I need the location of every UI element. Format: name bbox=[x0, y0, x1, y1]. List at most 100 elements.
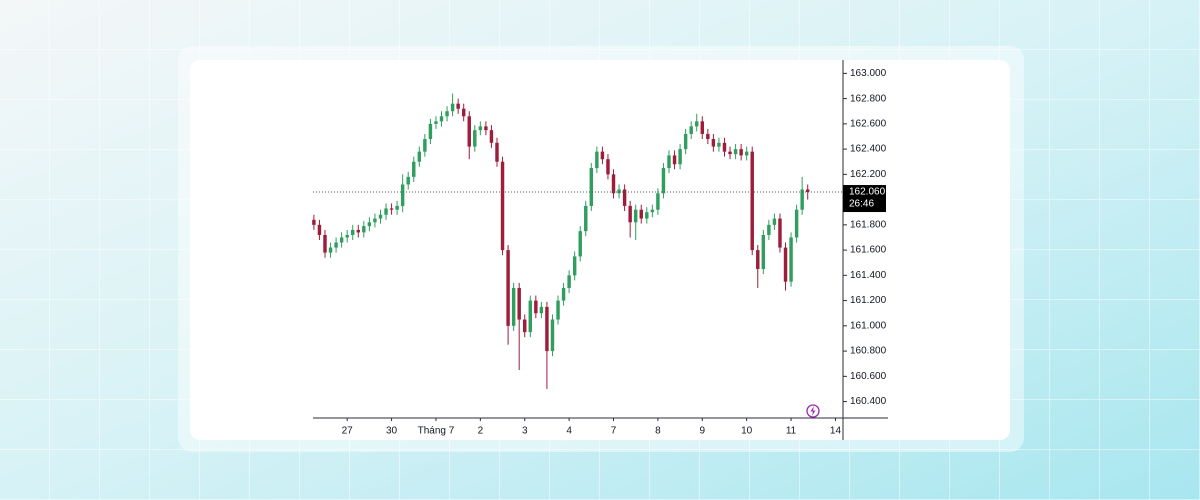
y-tick-label: 161.000 bbox=[850, 320, 887, 331]
candle-body bbox=[661, 168, 666, 194]
candle-body bbox=[428, 123, 433, 140]
y-tick-label: 162.600 bbox=[850, 118, 887, 129]
candle-body bbox=[744, 151, 749, 156]
y-tick-label: 163.000 bbox=[850, 68, 887, 79]
candle-body bbox=[373, 218, 377, 223]
candle-body bbox=[722, 142, 727, 152]
y-tick-label: 162.800 bbox=[850, 93, 887, 104]
candle-body bbox=[656, 193, 660, 210]
y-tick-label: 161.200 bbox=[850, 295, 887, 306]
candle-body bbox=[767, 224, 771, 235]
y-tick-label: 162.400 bbox=[850, 144, 887, 155]
candle-body bbox=[478, 126, 483, 131]
candle-body bbox=[622, 189, 627, 206]
candle-body bbox=[772, 218, 777, 225]
y-tick-label: 161.800 bbox=[850, 219, 887, 230]
candle-body bbox=[611, 174, 616, 194]
y-tick-label: 160.800 bbox=[850, 346, 887, 357]
x-tick-label: 30 bbox=[386, 426, 398, 437]
candle-body bbox=[323, 234, 327, 253]
candle-body bbox=[645, 212, 649, 219]
candle-body bbox=[578, 231, 582, 257]
candle-body bbox=[539, 306, 544, 314]
candle-body bbox=[511, 287, 516, 326]
candle-body bbox=[628, 205, 632, 223]
candle-body bbox=[450, 103, 455, 112]
candle-body bbox=[484, 126, 488, 131]
candle-body bbox=[733, 149, 738, 155]
last-price-label: 162.060 bbox=[849, 187, 886, 198]
candle-body bbox=[423, 139, 427, 152]
candle-body bbox=[378, 214, 383, 219]
candle-body bbox=[595, 151, 599, 169]
x-tick-label: 9 bbox=[700, 426, 706, 437]
y-tick-label: 161.600 bbox=[850, 245, 887, 256]
candle-body bbox=[805, 189, 810, 193]
candle-body bbox=[473, 130, 477, 147]
x-tick-label: 2 bbox=[478, 426, 484, 437]
candle-body bbox=[700, 121, 705, 134]
candle-body bbox=[356, 229, 360, 233]
candle-body bbox=[561, 287, 566, 301]
x-tick-label: 14 bbox=[830, 426, 842, 437]
candle-body bbox=[756, 250, 760, 270]
x-tick-label: 3 bbox=[522, 426, 528, 437]
candle-body bbox=[572, 256, 577, 276]
candle-body bbox=[367, 222, 372, 227]
lightning-icon[interactable] bbox=[806, 404, 820, 418]
candle-body bbox=[334, 242, 338, 248]
candle-body bbox=[351, 229, 355, 235]
candle-body bbox=[761, 234, 766, 270]
chart-card bbox=[190, 60, 1010, 440]
candle-body bbox=[617, 189, 621, 194]
x-tick-label: 11 bbox=[786, 426, 797, 437]
candle-body bbox=[456, 103, 460, 109]
candle-body bbox=[412, 161, 416, 177]
candle-body bbox=[439, 116, 444, 122]
candle-body bbox=[728, 151, 732, 155]
candle-body bbox=[550, 319, 555, 352]
y-tick-label: 160.600 bbox=[850, 371, 887, 382]
candle-body bbox=[789, 237, 793, 282]
candle-body bbox=[600, 151, 605, 160]
x-tick-label: 8 bbox=[655, 426, 661, 437]
candle-body bbox=[384, 208, 388, 215]
candle-body bbox=[489, 130, 494, 143]
y-tick-label: 160.400 bbox=[850, 396, 887, 407]
candle-body bbox=[650, 209, 655, 213]
candle-body bbox=[389, 208, 394, 210]
x-tick-label: 10 bbox=[741, 426, 753, 437]
candle-body bbox=[783, 247, 788, 282]
candle-body bbox=[672, 155, 677, 165]
candle-body bbox=[434, 121, 438, 124]
candle-body bbox=[639, 209, 643, 219]
x-tick-label: 27 bbox=[342, 426, 354, 437]
last-price-box bbox=[843, 185, 886, 213]
countdown-label: 26:46 bbox=[849, 199, 874, 210]
x-tick-label: 4 bbox=[566, 426, 572, 437]
y-tick-label: 162.200 bbox=[850, 169, 887, 180]
candle-body bbox=[517, 287, 521, 320]
candle-body bbox=[328, 247, 333, 253]
candle-body bbox=[584, 205, 588, 232]
candle-body bbox=[339, 237, 344, 243]
x-tick-label: Tháng 7 bbox=[418, 426, 455, 437]
candle-body bbox=[534, 300, 538, 314]
plot: 160.400 160.600 160.800 161.000 161.200 161.4… bbox=[312, 68, 887, 437]
candle-body bbox=[345, 234, 349, 238]
candle-body bbox=[506, 250, 510, 326]
candle-body bbox=[545, 306, 549, 352]
candle-body bbox=[750, 151, 754, 251]
candle-body bbox=[400, 184, 405, 206]
candle-body bbox=[678, 149, 682, 165]
candle-body bbox=[667, 155, 671, 169]
candle-body bbox=[495, 142, 499, 162]
candle-body bbox=[461, 108, 466, 117]
candle-body bbox=[467, 116, 471, 147]
candle-body bbox=[567, 275, 571, 288]
candle-body bbox=[606, 159, 610, 175]
candle-body bbox=[528, 300, 533, 333]
candle-body bbox=[312, 219, 316, 225]
candle-body bbox=[395, 205, 399, 210]
